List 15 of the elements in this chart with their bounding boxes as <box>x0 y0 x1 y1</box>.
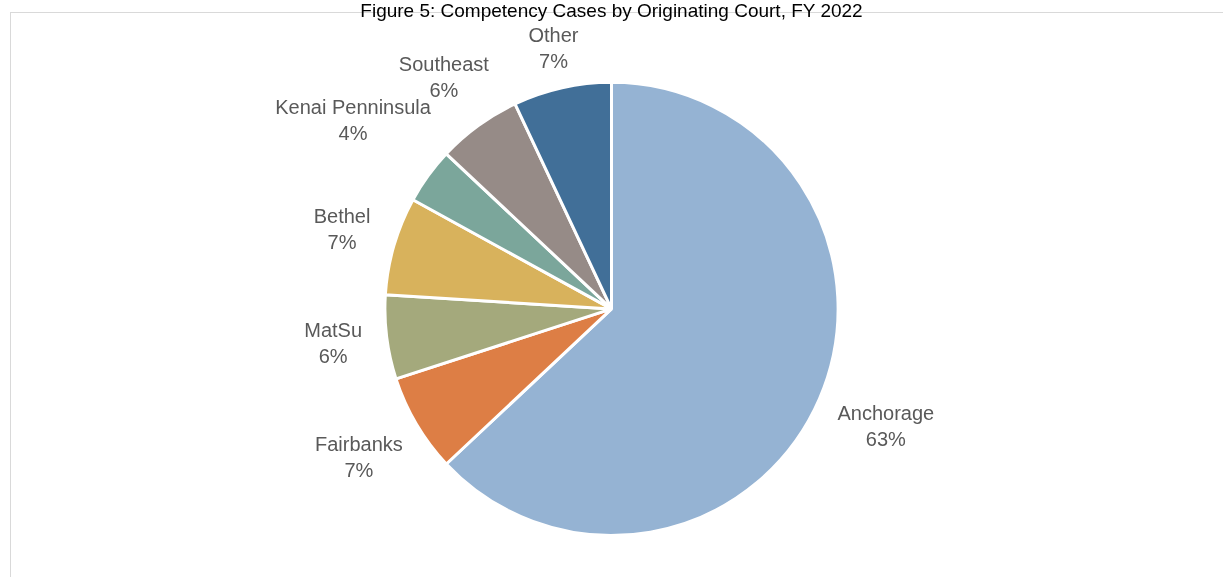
data-label: 6% <box>429 78 459 101</box>
data-label: 7% <box>539 50 569 72</box>
slice-label: MatSu <box>304 318 363 341</box>
slice-label: Bethel <box>313 205 371 228</box>
slice-label: Kenai Penninsula <box>275 95 432 118</box>
slice-label: Anchorage <box>837 402 935 425</box>
data-label: 4% <box>338 121 368 144</box>
data-label: 7% <box>344 458 374 481</box>
chart-title: Figure 5: Competency Cases by Originating Court, FY 2022 <box>360 0 863 21</box>
data-label: 7% <box>327 231 357 254</box>
slice-label: Fairbanks <box>314 432 403 455</box>
data-label: 63% <box>865 428 907 451</box>
slice-label: Other <box>528 24 579 46</box>
slice-label: Southeast <box>398 52 490 75</box>
data-label: 6% <box>318 344 348 367</box>
